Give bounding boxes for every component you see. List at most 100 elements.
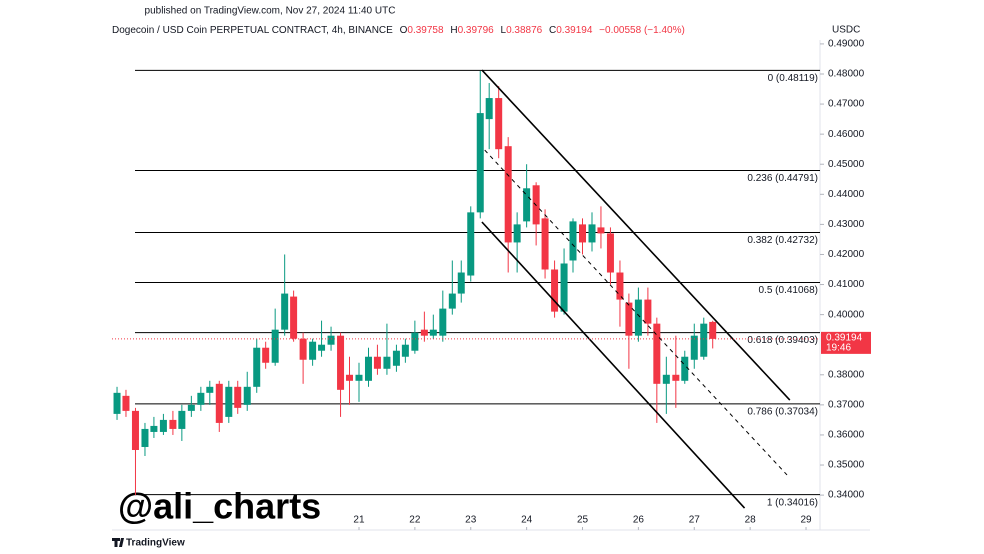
trendline [481,69,791,401]
fib-label: 1 (0.34016) [767,497,818,508]
candle-body [345,374,353,381]
candle-body [253,347,261,387]
ohlc-value: 0.38876 [506,25,543,36]
ohlc-value: 0.39758 [407,25,444,36]
x-tick-label: 23 [465,515,477,526]
candle-body [616,272,624,300]
y-tick-label: 0.36000 [828,430,865,441]
candle-body [392,350,400,366]
candle-body [169,419,177,429]
watermark: @ali_charts [118,486,321,527]
candle-body [243,386,251,405]
candle-body [234,386,242,408]
candle-body [122,395,130,411]
ohlc-label: C [549,25,556,36]
candle-body [299,338,307,360]
candle-body [504,146,512,243]
candle-body [206,386,214,393]
candle-body [197,392,205,405]
fib-label: 0 (0.48119) [768,73,818,84]
candle-body [383,356,391,369]
candle-body [457,272,465,294]
candle-body [541,218,549,270]
x-tick-label: 25 [577,515,589,526]
fib-label: 0.382 (0.42732) [747,235,818,246]
candle-body [467,212,475,276]
x-tick-label: 29 [800,515,812,526]
y-tick-label: 0.35000 [828,460,865,471]
candle-body [700,323,708,357]
candle-body [225,386,233,417]
candle-body [178,410,186,429]
x-tick-label: 27 [689,515,701,526]
y-tick-label: 0.42000 [828,249,865,260]
candle-body [141,428,149,447]
ohlc-label: O [400,25,408,36]
ohlc-value: 0.39796 [458,25,495,36]
candle-body [159,419,167,432]
candle-body [560,263,568,312]
y-tick-label: 0.44000 [828,189,865,200]
candle-body [429,329,437,336]
last-price-tag [821,331,871,354]
y-tick-label: 0.40000 [828,309,865,320]
fib-label: 0.5 (0.41068) [759,285,819,296]
candle-body [597,227,605,234]
candle-body [439,308,447,336]
y-tick-label: 0.45000 [828,159,865,170]
currency: USDC [832,25,860,36]
candle-body [215,383,223,423]
candle-body [309,341,317,360]
candle-body [113,392,121,414]
y-tick-label: 0.38000 [828,369,865,380]
y-tick-label: 0.43000 [828,219,865,230]
candle-body [625,302,633,336]
y-tick-label: 0.47000 [828,99,865,110]
ohlc-label: L [501,25,507,36]
brand-name: TradingView [126,538,185,549]
candle-body [262,347,270,363]
candle-body [364,356,372,381]
countdown: 19:46 [826,343,851,354]
candle-body [318,344,326,351]
y-tick-label: 0.46000 [828,129,865,140]
candle-body [476,113,484,213]
candle-body [551,269,559,312]
candle-body [485,98,493,120]
fib-label: 0.618 (0.39403) [747,335,818,346]
published-note: published on TradingView.com, Nov 27, 20… [145,6,396,17]
candle-body [271,329,279,363]
candle-body [709,321,717,339]
x-tick-label: 24 [521,515,533,526]
candle-body [281,293,289,330]
y-tick-label: 0.41000 [828,279,865,290]
candle-body [373,356,381,369]
candle-body [681,356,689,381]
candle-body [131,410,139,450]
trendline [484,149,788,476]
trendline [481,221,746,509]
candle-body [588,224,596,243]
candle-body [513,224,521,243]
x-tick-label: 22 [409,515,421,526]
candle-body [401,344,409,357]
candle-body [327,335,335,345]
candle-body [448,293,456,309]
candle-body [411,332,419,351]
candle-body [653,323,661,384]
candle-body [337,335,345,390]
candle-body [290,296,298,339]
candle-body [672,374,680,381]
candle-body [569,221,577,261]
candle-body [355,374,363,381]
x-tick-label: 26 [633,515,645,526]
ohlc-change: −0.00558 (−1.40%) [599,25,685,36]
symbol-title: Dogecoin / USD Coin PERPETUAL CONTRACT, … [112,25,393,36]
candle-body [690,335,698,360]
ohlc-label: H [450,25,457,36]
symbol-header: Dogecoin / USD Coin PERPETUAL CONTRACT, … [112,25,685,36]
y-tick-label: 0.49000 [828,39,865,50]
brand-logo [112,538,124,547]
candle-body [187,404,195,411]
